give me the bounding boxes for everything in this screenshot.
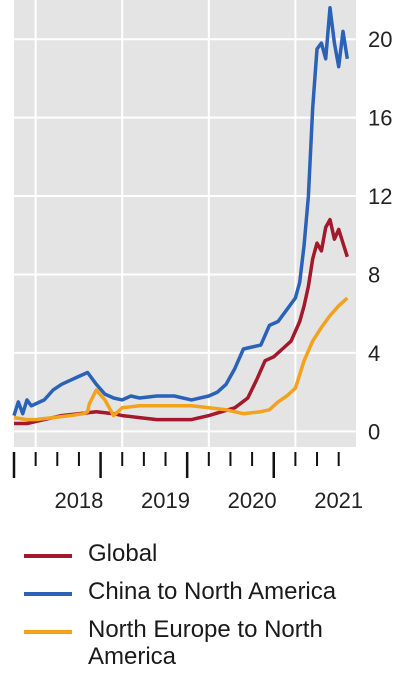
series-line-china-to-north-america [12,6,350,417]
y-tick-label: 0 [368,419,380,444]
y-tick-label: 16 [368,106,392,131]
series-line-north-europe-to-north-america [13,296,349,422]
gridlines [14,0,356,447]
legend-swatch-north-europe-to-north-america [24,630,72,634]
legend-swatch-global [24,554,72,558]
legend-label-north-europe-to-north-america: North Europe to North America [88,616,323,670]
y-tick-label: 8 [368,262,380,287]
y-tick-label: 20 [368,27,392,52]
x-tick-label: 2019 [141,488,190,513]
legend-swatch-china-to-north-america [24,592,72,596]
legend-label-global: Global [88,540,158,567]
y-tick-label: 12 [368,184,392,209]
x-tick-label: 2018 [54,488,103,513]
legend-label-china-to-north-america: China to North America [88,578,337,605]
series-layer [12,6,350,426]
y-tick-label: 4 [368,341,380,366]
y-axis-tick-labels: 0 4 8 12 16 20 [368,27,392,444]
x-axis: 2018 2019 2020 2021 [12,452,363,513]
x-tick-label: 2021 [314,488,363,513]
x-tick-label: 2020 [228,488,277,513]
